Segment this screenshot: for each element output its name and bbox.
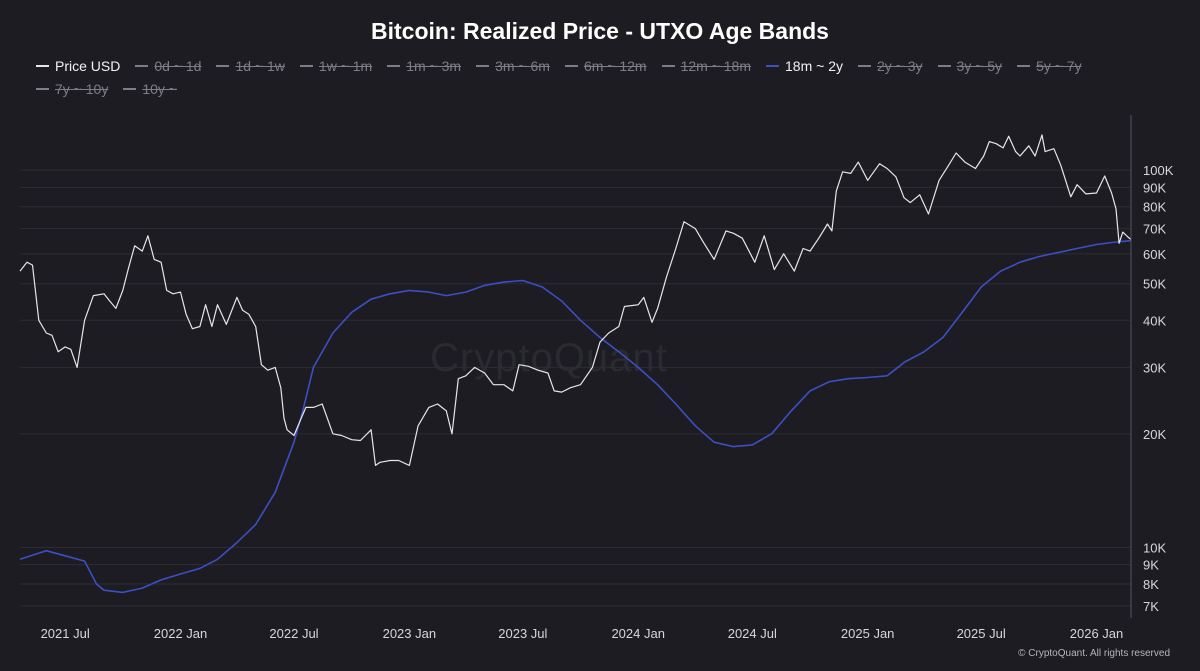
legend-item-3m-6m[interactable]: 3m ~ 6m: [476, 57, 550, 75]
legend-label: 3y ~ 5y: [956, 58, 1003, 74]
y-tick-label: 70K: [1143, 222, 1166, 237]
legend-swatch: [387, 65, 401, 67]
y-tick-label: 8K: [1143, 577, 1159, 592]
legend-swatch: [476, 65, 490, 67]
x-tick-label: 2024 Jan: [611, 626, 665, 641]
legend-label: 3m ~ 6m: [495, 58, 550, 74]
legend-label: 0d ~ 1d: [154, 58, 202, 74]
x-tick-label: 2021 Jul: [41, 626, 90, 641]
legend-item-5y-7y[interactable]: 5y ~ 7y: [1017, 57, 1082, 75]
y-tick-label: 100K: [1143, 163, 1174, 178]
copyright-credit: © CryptoQuant. All rights reserved: [1018, 648, 1170, 659]
legend-item-1w-1m[interactable]: 1w ~ 1m: [299, 57, 373, 75]
legend-item-12m-18m[interactable]: 12m ~ 18m: [661, 57, 752, 75]
x-tick-label: 2026 Jan: [1070, 626, 1124, 641]
legend-label: 7y ~ 10y: [55, 81, 109, 97]
y-tick-label: 10K: [1143, 540, 1166, 555]
legend-label: 1w ~ 1m: [318, 58, 373, 74]
legend-item-1d-1w[interactable]: 1d ~ 1w: [216, 57, 285, 75]
y-tick-label: 30K: [1143, 360, 1166, 375]
legend-swatch: [123, 88, 137, 90]
legend-swatch: [299, 65, 313, 67]
x-tick-label: 2023 Jul: [498, 626, 547, 641]
chart-legend: Price USD 0d ~ 1d 1d ~ 1w 1w ~ 1m 1m ~ 3m 3m …: [36, 57, 1176, 98]
legend-swatch: [661, 65, 675, 67]
legend-swatch: [216, 65, 230, 67]
legend-label: 18m ~ 2y: [785, 58, 843, 74]
legend-swatch: [36, 65, 49, 67]
legend-label: 10y ~: [142, 81, 177, 97]
y-tick-label: 60K: [1143, 247, 1166, 262]
legend-item-3y-5y[interactable]: 3y ~ 5y: [937, 57, 1003, 75]
legend-item-18m-2y[interactable]: 18m ~ 2y: [766, 57, 843, 75]
legend-swatch: [1017, 65, 1031, 67]
legend-item-6m-12m[interactable]: 6m ~ 12m: [564, 57, 647, 75]
grid-lines: [20, 169, 1131, 607]
x-axis-ticks: 2021 Jul 2022 Jan 2022 Jul 2023 Jan 2023 Jul…: [41, 626, 1124, 641]
x-tick-label: 2025 Jan: [841, 626, 895, 641]
legend-item-price-usd[interactable]: Price USD: [36, 57, 120, 75]
series-lines: [19, 134, 1132, 594]
legend-label: Price USD: [55, 58, 121, 74]
x-tick-label: 2022 Jul: [269, 626, 318, 641]
legend-item-1m-3m[interactable]: 1m ~ 3m: [387, 57, 461, 75]
x-tick-label: 2024 Jul: [728, 626, 777, 641]
legend-swatch: [937, 65, 951, 67]
legend-swatch: [564, 65, 578, 67]
y-tick-label: 7K: [1143, 599, 1159, 614]
legend-label: 1m ~ 3m: [406, 58, 462, 74]
legend-item-7y-10y[interactable]: 7y ~ 10y: [36, 80, 108, 98]
y-tick-label: 90K: [1143, 180, 1166, 195]
y-axis-ticks: 100K 90K 80K 70K 60K 50K 40K 30K 20K 10K 9K 8K 7K: [1143, 163, 1174, 614]
x-tick-label: 2022 Jan: [154, 626, 208, 641]
legend-swatch: [36, 88, 49, 90]
y-tick-label: 50K: [1143, 277, 1166, 292]
x-tick-label: 2025 Jul: [957, 626, 1006, 641]
legend-swatch: [858, 65, 871, 67]
y-tick-label: 80K: [1143, 200, 1166, 215]
y-tick-label: 20K: [1143, 427, 1166, 442]
legend-swatch: [766, 65, 780, 67]
legend-label: 2y ~ 3y: [877, 58, 923, 74]
x-tick-label: 2023 Jan: [383, 626, 437, 641]
series-line-18m-2y: [19, 239, 1132, 594]
legend-swatch: [135, 65, 149, 67]
legend-label: 5y ~ 7y: [1036, 58, 1082, 74]
legend-item-2y-3y[interactable]: 2y ~ 3y: [858, 57, 923, 75]
series-line-price-usd: [19, 134, 1132, 466]
legend-label: 1d ~ 1w: [235, 58, 285, 74]
legend-item-10y[interactable]: 10y ~: [123, 80, 177, 98]
chart-title: Bitcoin: Realized Price - UTXO Age Bands: [371, 18, 829, 44]
y-tick-label: 9K: [1143, 558, 1159, 573]
legend-item-0d-1d[interactable]: 0d ~ 1d: [135, 57, 201, 75]
legend-label: 12m ~ 18m: [680, 58, 752, 74]
legend-label: 6m ~ 12m: [583, 58, 647, 74]
y-tick-label: 40K: [1143, 313, 1166, 328]
